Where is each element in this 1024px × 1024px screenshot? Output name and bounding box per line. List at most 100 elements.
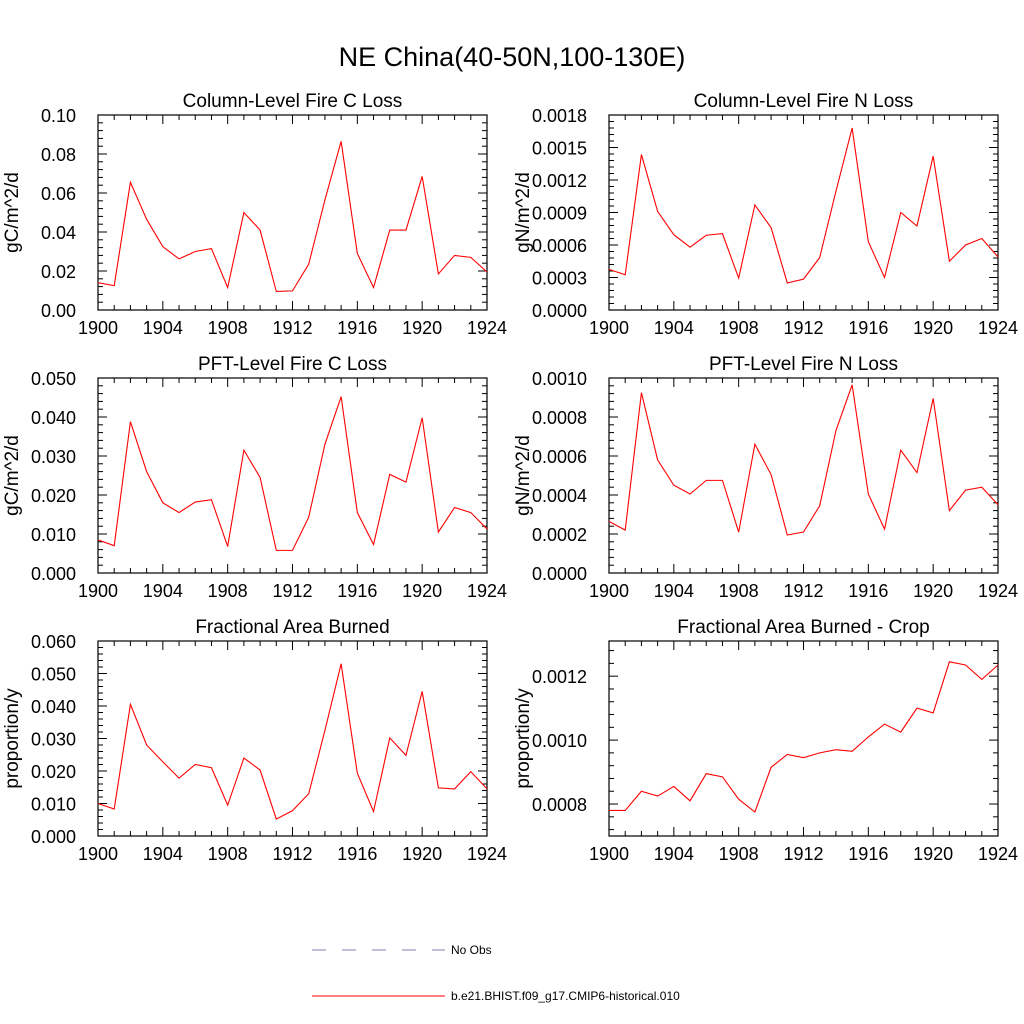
y-tick-label: 0.04 xyxy=(41,223,76,243)
panel-title: Fractional Area Burned - Crop xyxy=(677,617,929,638)
x-tick-label: 1900 xyxy=(589,581,629,601)
x-tick-label: 1924 xyxy=(467,844,507,864)
panel-title: PFT-Level Fire N Loss xyxy=(709,354,898,375)
x-tick-label: 1908 xyxy=(208,318,248,338)
y-tick-label: 0.010 xyxy=(31,525,76,545)
series-line xyxy=(97,663,488,820)
x-tick-label: 1920 xyxy=(402,581,442,601)
x-tick-label: 1912 xyxy=(783,318,823,338)
y-tick-label: 0.0012 xyxy=(532,667,587,687)
x-tick-label: 1924 xyxy=(467,318,507,338)
panel-column-level-fire-c-loss: 1900 1904 1908 1912 1916 1920 1924 0.00 0.02 0.04… xyxy=(2,91,507,338)
x-tick-label: 1908 xyxy=(208,581,248,601)
x-tick-label: 1920 xyxy=(913,318,953,338)
plot-frame xyxy=(97,377,488,574)
y-tick-label: 0.00 xyxy=(41,301,76,321)
y-tick-label: 0.0006 xyxy=(532,236,587,256)
y-tick-label: 0.0010 xyxy=(532,369,587,389)
y-tick-label: 0.08 xyxy=(41,145,76,165)
x-tick-label: 1920 xyxy=(913,581,953,601)
x-tick-label: 1904 xyxy=(654,318,694,338)
y-tick-label: 0.0015 xyxy=(532,139,587,159)
x-tick-label: 1904 xyxy=(654,844,694,864)
series-line xyxy=(97,396,488,551)
x-tick-label: 1912 xyxy=(272,581,312,601)
y-tick-label: 0.0010 xyxy=(532,731,587,751)
x-tick-label: 1908 xyxy=(719,318,759,338)
x-tick-label: 1916 xyxy=(337,581,377,601)
y-axis-label: gN/m^2/d xyxy=(513,172,534,253)
y-tick-label: 0.0012 xyxy=(532,171,587,191)
y-tick-label: 0.0018 xyxy=(532,106,587,126)
x-tick-label: 1904 xyxy=(654,581,694,601)
x-tick-label: 1904 xyxy=(143,318,183,338)
panel-title: Fractional Area Burned xyxy=(195,617,389,638)
x-tick-label: 1900 xyxy=(78,318,118,338)
panel-pft-level-fire-n-loss: 1900 1904 1908 1912 1916 1920 1924 0.0000 0.0002… xyxy=(513,354,1018,601)
x-tick-label: 1908 xyxy=(208,844,248,864)
y-tick-label: 0.0008 xyxy=(532,408,587,428)
y-tick-label: 0.0004 xyxy=(532,486,587,506)
x-tick-label: 1900 xyxy=(78,581,118,601)
panel-title: Column-Level Fire C Loss xyxy=(183,91,403,112)
x-tick-label: 1920 xyxy=(402,318,442,338)
panel-column-level-fire-n-loss: 1900 1904 1908 1912 1916 1920 1924 0.0000 0.0003… xyxy=(513,91,1018,338)
plot-frame xyxy=(608,114,999,311)
y-tick-label: 0.10 xyxy=(41,106,76,126)
series-line xyxy=(97,141,488,293)
y-tick-label: 0.030 xyxy=(31,447,76,467)
y-tick-label: 0.0000 xyxy=(532,564,587,584)
y-tick-label: 0.010 xyxy=(31,795,76,815)
plot-frame xyxy=(608,640,999,837)
x-tick-label: 1912 xyxy=(272,318,312,338)
y-axis-label: gC/m^2/d xyxy=(2,172,23,253)
x-tick-label: 1916 xyxy=(337,844,377,864)
legend-label-no-obs: No Obs xyxy=(451,943,492,957)
x-tick-label: 1900 xyxy=(589,844,629,864)
x-tick-label: 1908 xyxy=(719,844,759,864)
y-tick-label: 0.0006 xyxy=(532,447,587,467)
y-tick-label: 0.030 xyxy=(31,730,76,750)
y-tick-label: 0.040 xyxy=(31,408,76,428)
y-tick-label: 0.0008 xyxy=(532,795,587,815)
x-tick-label: 1920 xyxy=(402,844,442,864)
y-axis-label: gN/m^2/d xyxy=(513,435,534,516)
x-tick-label: 1912 xyxy=(783,844,823,864)
y-tick-label: 0.050 xyxy=(31,369,76,389)
series-line xyxy=(608,127,999,284)
panel-fractional-area-burned: 1900 1904 1908 1912 1916 1920 1924 0.000 0.010 0.… xyxy=(2,617,507,864)
x-tick-label: 1924 xyxy=(978,318,1018,338)
panels: 1900 1904 1908 1912 1916 1920 1924 0.00 0.02 0.04… xyxy=(2,91,1018,864)
x-tick-label: 1916 xyxy=(848,318,888,338)
legend: No Obs b.e21.BHIST.f09_g17.CMIP6-histori… xyxy=(312,943,680,1003)
panel-title: PFT-Level Fire C Loss xyxy=(198,354,387,375)
series-line xyxy=(608,384,999,536)
x-tick-label: 1912 xyxy=(783,581,823,601)
y-tick-label: 0.060 xyxy=(31,632,76,652)
y-tick-label: 0.0002 xyxy=(532,525,587,545)
x-tick-label: 1924 xyxy=(467,581,507,601)
y-tick-label: 0.040 xyxy=(31,697,76,717)
y-tick-label: 0.0009 xyxy=(532,204,587,224)
y-tick-label: 0.0003 xyxy=(532,269,587,289)
x-tick-label: 1912 xyxy=(272,844,312,864)
y-tick-label: 0.050 xyxy=(31,665,76,685)
x-tick-label: 1924 xyxy=(978,581,1018,601)
panel-pft-level-fire-c-loss: 1900 1904 1908 1912 1916 1920 1924 0.000 0.010 0.… xyxy=(2,354,507,601)
x-tick-label: 1904 xyxy=(143,844,183,864)
x-tick-label: 1900 xyxy=(589,318,629,338)
x-tick-label: 1916 xyxy=(337,318,377,338)
plot-frame xyxy=(97,640,488,837)
y-axis-label: proportion/y xyxy=(513,688,534,789)
x-tick-label: 1916 xyxy=(848,581,888,601)
x-tick-label: 1900 xyxy=(78,844,118,864)
figure-title: NE China(40-50N,100-130E) xyxy=(339,42,686,72)
series-line xyxy=(609,661,999,813)
x-tick-label: 1908 xyxy=(719,581,759,601)
y-axis-label: proportion/y xyxy=(2,688,23,789)
y-tick-label: 0.06 xyxy=(41,184,76,204)
legend-label-model: b.e21.BHIST.f09_g17.CMIP6-historical.010 xyxy=(451,989,680,1003)
panel-fractional-area-burned-crop: 1900 1904 1908 1912 1916 1920 1924 0.0008 0.0010… xyxy=(513,617,1018,864)
x-tick-label: 1920 xyxy=(913,844,953,864)
